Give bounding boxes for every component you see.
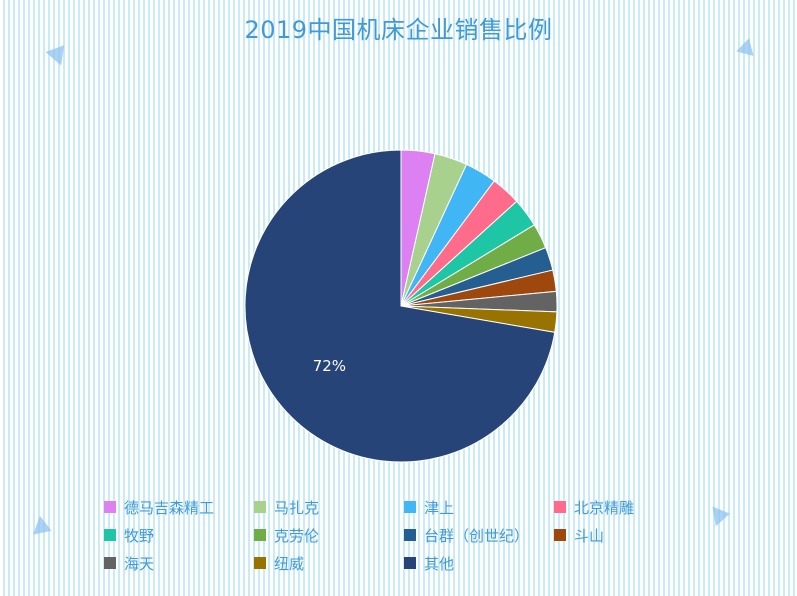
legend-label: 纽威	[274, 554, 305, 573]
legend-item-7[interactable]: 台群（创世纪）	[404, 524, 554, 546]
legend-item-11[interactable]: 其他	[404, 552, 554, 574]
legend-item-6[interactable]: 克劳伦	[254, 524, 404, 546]
legend-item-9[interactable]: 海天	[104, 552, 254, 574]
legend-swatch	[254, 501, 266, 513]
legend-item-3[interactable]: 津上	[404, 496, 554, 518]
legend-swatch	[104, 501, 116, 513]
legend-item-10[interactable]: 纽威	[254, 552, 404, 574]
legend-swatch	[404, 529, 416, 541]
legend-label: 北京精雕	[574, 498, 635, 517]
legend-item-1[interactable]: 德马吉森精工	[104, 496, 254, 518]
legend-swatch	[104, 557, 116, 569]
legend-swatch	[554, 529, 566, 541]
legend-swatch	[254, 557, 266, 569]
legend-label: 牧野	[124, 526, 155, 545]
legend-label: 其他	[424, 554, 455, 573]
legend-swatch	[404, 501, 416, 513]
legend-label: 津上	[424, 498, 455, 517]
legend-label: 德马吉森精工	[124, 498, 215, 517]
legend: 德马吉森精工 马扎克 津上 北京精雕牧野 克劳伦 台群（创世纪） 斗山海天 纽威 其他	[104, 496, 744, 574]
legend-label: 克劳伦	[274, 526, 320, 545]
legend-item-2[interactable]: 马扎克	[254, 496, 404, 518]
chart-title: 2019中国机床企业销售比例	[244, 16, 553, 44]
data-label-11: 72%	[313, 357, 346, 375]
legend-item-4[interactable]: 北京精雕	[554, 496, 704, 518]
legend-swatch	[254, 529, 266, 541]
legend-label: 海天	[124, 554, 155, 573]
legend-label: 台群（创世纪）	[424, 526, 530, 545]
legend-swatch	[104, 529, 116, 541]
legend-swatch	[404, 557, 416, 569]
legend-item-8[interactable]: 斗山	[554, 524, 704, 546]
legend-swatch	[554, 501, 566, 513]
legend-item-5[interactable]: 牧野	[104, 524, 254, 546]
legend-label: 斗山	[574, 526, 605, 545]
pie-slice-11	[244, 149, 556, 463]
legend-label: 马扎克	[274, 498, 320, 517]
